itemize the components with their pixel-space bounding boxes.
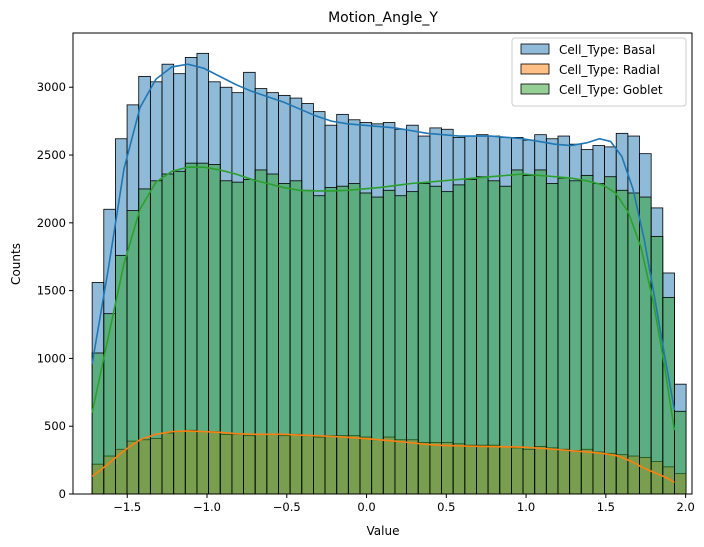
legend-label-goblet: Cell_Type: Goblet bbox=[559, 83, 663, 97]
y-tick-label: 500 bbox=[44, 419, 66, 433]
y-axis-ticks: 0 500 1000 1500 2000 2500 3000 bbox=[37, 80, 73, 501]
bar-goblet bbox=[208, 164, 221, 495]
x-tick-label: 1.5 bbox=[597, 500, 615, 514]
x-tick-label: −1.0 bbox=[193, 500, 221, 514]
bar-goblet bbox=[406, 191, 419, 495]
bar-goblet bbox=[592, 183, 605, 495]
bar-goblet bbox=[545, 183, 559, 495]
x-tick-label: 1.0 bbox=[517, 500, 535, 514]
bar-goblet bbox=[149, 180, 163, 495]
bar-goblet bbox=[196, 162, 210, 495]
bar-goblet bbox=[289, 180, 303, 495]
bar-goblet bbox=[266, 173, 279, 495]
y-tick-label: 1500 bbox=[37, 284, 66, 298]
bar-goblet bbox=[604, 176, 617, 495]
bar-goblet bbox=[394, 195, 407, 495]
x-axis-label: Value bbox=[367, 524, 400, 538]
bar-goblet bbox=[126, 210, 140, 495]
bar-goblet bbox=[371, 196, 384, 495]
bar-goblet bbox=[278, 183, 291, 495]
kde-line-basal bbox=[91, 63, 676, 411]
bar-goblet bbox=[674, 410, 687, 495]
y-tick-label: 2500 bbox=[37, 148, 66, 162]
bar-goblet bbox=[441, 191, 454, 495]
bar-goblet bbox=[511, 169, 524, 495]
bar-goblet bbox=[336, 185, 349, 495]
x-tick-label: −0.5 bbox=[273, 500, 301, 514]
plot-area: −1.5 −1.0 −0.5 0.0 0.5 1.0 1.5 2.0 0 500 1000 1500… bbox=[37, 32, 695, 514]
bar-goblet bbox=[161, 173, 175, 495]
kde-line-radial bbox=[91, 430, 675, 484]
y-tick-label: 2000 bbox=[37, 216, 66, 230]
y-tick-label: 0 bbox=[59, 487, 66, 501]
bar-goblet bbox=[382, 189, 396, 495]
bars-goblet bbox=[91, 162, 687, 495]
bar-goblet bbox=[522, 174, 536, 495]
legend-swatch-basal bbox=[520, 43, 550, 55]
x-tick-label: 0.0 bbox=[357, 500, 375, 514]
bar-goblet bbox=[429, 185, 442, 495]
bar-goblet bbox=[569, 180, 582, 495]
x-tick-label: 2.0 bbox=[676, 500, 694, 514]
x-tick-label: −1.5 bbox=[113, 500, 141, 514]
bar-goblet bbox=[231, 181, 244, 495]
axes-frame bbox=[72, 32, 693, 495]
bar-goblet bbox=[254, 169, 268, 495]
bar-goblet bbox=[219, 180, 233, 495]
y-tick-label: 3000 bbox=[37, 80, 66, 94]
bar-goblet bbox=[359, 192, 373, 495]
bar-goblet bbox=[184, 162, 198, 495]
bar-goblet bbox=[324, 187, 338, 495]
x-tick-label: 0.5 bbox=[437, 500, 455, 514]
chart-title: Motion_Angle_Y bbox=[328, 10, 438, 26]
bar-goblet bbox=[580, 174, 594, 495]
legend-swatch-radial bbox=[520, 63, 550, 75]
bar-goblet bbox=[650, 235, 664, 495]
bar-goblet bbox=[452, 184, 466, 495]
y-axis-label: Counts bbox=[9, 243, 23, 285]
bar-goblet bbox=[243, 179, 256, 495]
bar-goblet bbox=[347, 183, 361, 495]
bar-goblet bbox=[301, 189, 314, 495]
bar-goblet bbox=[557, 177, 571, 495]
bar-goblet bbox=[417, 183, 431, 495]
legend-label-basal: Cell_Type: Basal bbox=[559, 43, 655, 57]
bar-goblet bbox=[313, 195, 326, 495]
kde-line-goblet bbox=[91, 166, 676, 431]
legend-items: Cell_Type: Basal Cell_Type: Radial Cell_Ty… bbox=[520, 43, 663, 97]
bar-goblet bbox=[499, 185, 512, 495]
bar-goblet bbox=[615, 189, 629, 495]
legend-swatch-goblet bbox=[520, 83, 550, 95]
bar-goblet bbox=[115, 254, 128, 495]
legend: Cell_Type: Basal Cell_Type: Radial Cell_Ty… bbox=[511, 37, 687, 107]
x-axis-ticks: −1.5 −1.0 −0.5 0.0 0.5 1.0 1.5 2.0 bbox=[113, 494, 695, 514]
kde-layer bbox=[91, 63, 676, 484]
bar-goblet bbox=[173, 170, 186, 495]
y-tick-label: 1000 bbox=[37, 351, 66, 365]
bar-goblet bbox=[534, 169, 547, 495]
legend-label-radial: Cell_Type: Radial bbox=[559, 63, 660, 77]
legend-box bbox=[511, 37, 687, 107]
bar-goblet bbox=[138, 188, 151, 495]
